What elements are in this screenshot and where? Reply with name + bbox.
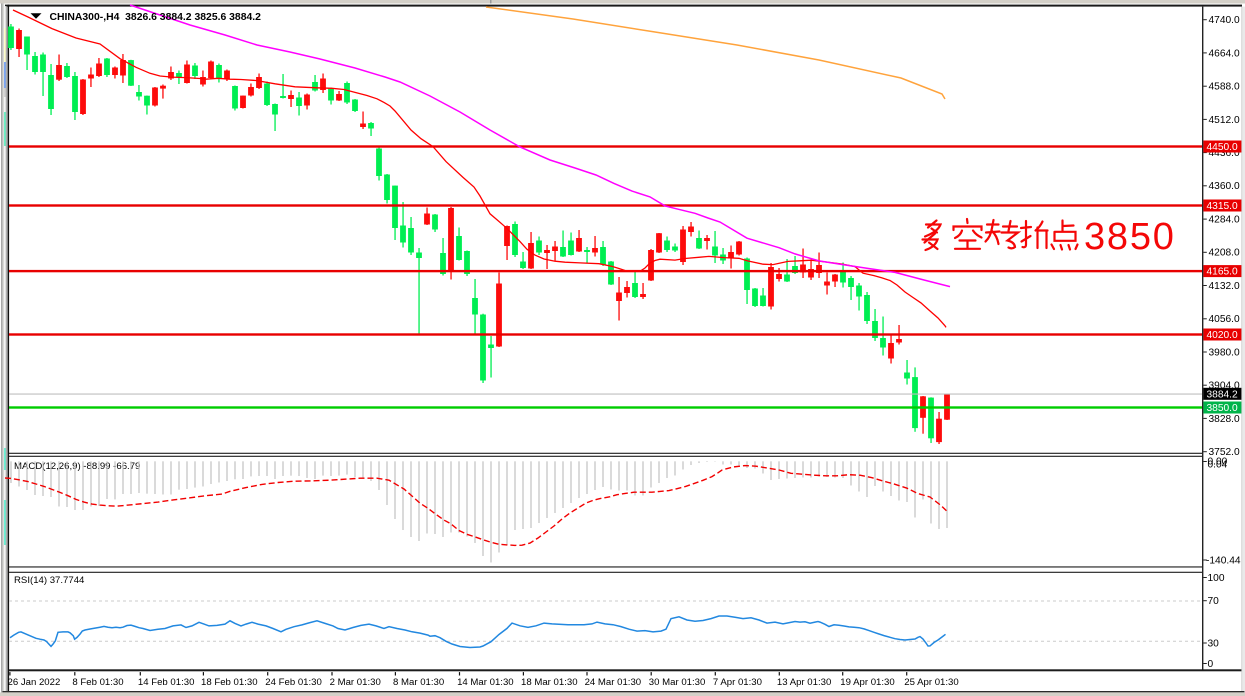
svg-text:MACD(12,26,9) -88.99 -66.79: MACD(12,26,9) -88.99 -66.79 [14,461,140,472]
svg-text:24 Mar 01:30: 24 Mar 01:30 [585,677,642,688]
svg-text:3850: 3850 [1084,216,1176,258]
svg-text:3884.2: 3884.2 [1207,389,1238,400]
svg-text:4436.0: 4436.0 [1209,148,1240,159]
svg-text:0: 0 [1208,659,1214,670]
svg-text:7 Apr 01:30: 7 Apr 01:30 [713,677,762,688]
svg-text:24 Feb 01:30: 24 Feb 01:30 [265,677,322,688]
svg-text:3828.0: 3828.0 [1209,414,1240,425]
svg-text:4740.0: 4740.0 [1209,15,1240,26]
svg-text:-140.44: -140.44 [1206,555,1241,566]
svg-text:3980.0: 3980.0 [1209,347,1240,358]
svg-text:4056.0: 4056.0 [1209,314,1240,325]
svg-text:4284.0: 4284.0 [1209,215,1240,226]
svg-text:70: 70 [1208,596,1220,607]
svg-text:3904.0: 3904.0 [1209,381,1240,392]
svg-text:3752.0: 3752.0 [1209,447,1240,458]
svg-text:4315.0: 4315.0 [1207,201,1238,212]
svg-text:2 Mar 01:30: 2 Mar 01:30 [330,677,381,688]
svg-text:4512.0: 4512.0 [1209,115,1240,126]
svg-text:14 Feb 01:30: 14 Feb 01:30 [138,677,195,688]
svg-text:4165.0: 4165.0 [1207,267,1238,278]
svg-text:8 Mar 01:30: 8 Mar 01:30 [393,677,444,688]
svg-text:4020.0: 4020.0 [1207,330,1238,341]
svg-text:30 Mar 01:30: 30 Mar 01:30 [649,677,706,688]
svg-text:14 Mar 01:30: 14 Mar 01:30 [457,677,514,688]
svg-text:4132.0: 4132.0 [1209,281,1240,292]
svg-text:4588.0: 4588.0 [1209,82,1240,93]
svg-text:4208.0: 4208.0 [1209,248,1240,259]
svg-text:25 Apr 01:30: 25 Apr 01:30 [904,677,958,688]
svg-text:8 Feb 01:30: 8 Feb 01:30 [72,677,123,688]
svg-text:0.04: 0.04 [1208,460,1228,471]
svg-text:3850.0: 3850.0 [1207,403,1238,414]
svg-text:26 Jan 2022: 26 Jan 2022 [8,677,61,688]
svg-text:4360.0: 4360.0 [1209,181,1240,192]
svg-text:100: 100 [1208,573,1225,584]
svg-text:30: 30 [1208,638,1220,649]
svg-text:RSI(14) 37.7744: RSI(14) 37.7744 [14,575,85,586]
svg-text:13 Apr 01:30: 13 Apr 01:30 [777,677,831,688]
svg-text:4450.0: 4450.0 [1207,142,1238,153]
svg-text:0.00: 0.00 [1208,457,1228,468]
svg-text:18 Feb 01:30: 18 Feb 01:30 [201,677,258,688]
svg-text:4664.0: 4664.0 [1209,48,1240,59]
svg-text:CHINA300-,H4 3826.6 3884.2 38: CHINA300-,H4 3826.6 3884.2 3825.6 3884.2 [50,12,262,23]
svg-text:19 Apr 01:30: 19 Apr 01:30 [840,677,894,688]
svg-text:18 Mar 01:30: 18 Mar 01:30 [521,677,578,688]
